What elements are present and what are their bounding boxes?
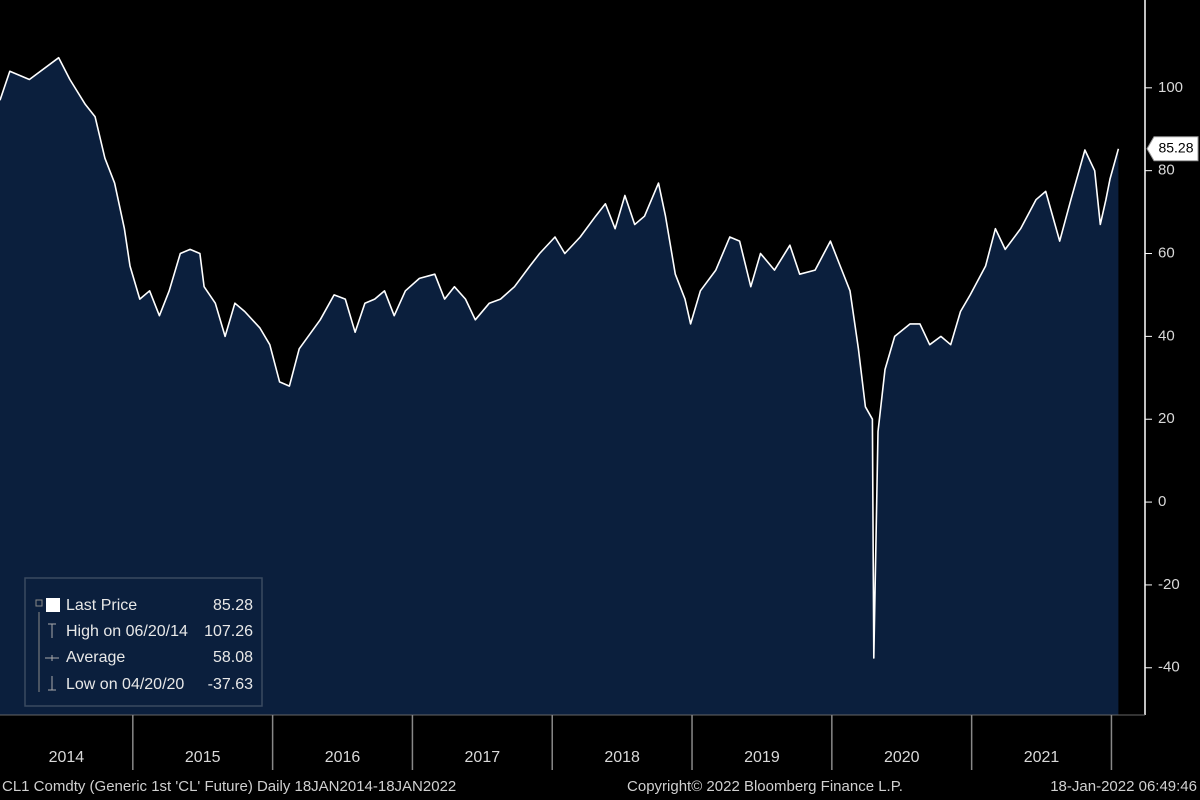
axes: -40 -20 0 20 40 60 80 100 85.28 2014 2015 2016 2017 2… [0, 0, 1199, 770]
last-price-label: 85.28 [1158, 140, 1193, 156]
x-period-label: 2014 [49, 749, 85, 766]
footer-center: Copyright© 2022 Bloomberg Finance L.P. [627, 778, 903, 795]
legend-label: High on 06/20/14 [66, 623, 188, 640]
legend-icon-high [48, 623, 56, 638]
legend-swatch [46, 598, 60, 612]
legend-value: -37.63 [208, 676, 253, 693]
x-period-label: 2015 [185, 749, 221, 766]
y-tick-label: 80 [1158, 162, 1175, 179]
x-period-label: 2016 [325, 749, 361, 766]
legend-label: Last Price [66, 597, 137, 614]
last-price-tag [1146, 136, 1199, 162]
legend-value: 85.28 [213, 597, 253, 614]
x-period-label: 2021 [1024, 749, 1060, 766]
legend-tree [35, 599, 43, 692]
legend-icon-low [48, 676, 56, 691]
legend: Last Price 85.28 High on 06/20/14 107.26… [24, 577, 263, 707]
footer-left: CL1 Comdty (Generic 1st 'CL' Future) Dai… [2, 778, 456, 795]
legend-box [24, 577, 263, 707]
footer-right: 18-Jan-2022 06:49:46 [1050, 778, 1197, 795]
legend-value: 107.26 [204, 623, 253, 640]
y-tick-label: -20 [1158, 576, 1180, 593]
x-period-label: 2018 [604, 749, 640, 766]
legend-icon-average [45, 655, 59, 661]
x-period-label: 2019 [744, 749, 780, 766]
y-tick-label: 60 [1158, 244, 1175, 261]
x-period-label: 2017 [465, 749, 501, 766]
area-fill [0, 57, 1119, 715]
y-tick-label: 100 [1158, 79, 1183, 96]
price-line [0, 56, 1120, 659]
legend-value: 58.08 [213, 649, 253, 666]
plot-area [0, 56, 1120, 715]
y-tick-label: 20 [1158, 410, 1175, 427]
legend-label: Average [66, 649, 125, 666]
y-tick-label: -40 [1158, 659, 1180, 676]
y-tick-label: 0 [1158, 493, 1166, 510]
legend-label: Low on 04/20/20 [66, 676, 184, 693]
x-period-label: 2020 [884, 749, 920, 766]
y-tick-label: 40 [1158, 327, 1175, 344]
